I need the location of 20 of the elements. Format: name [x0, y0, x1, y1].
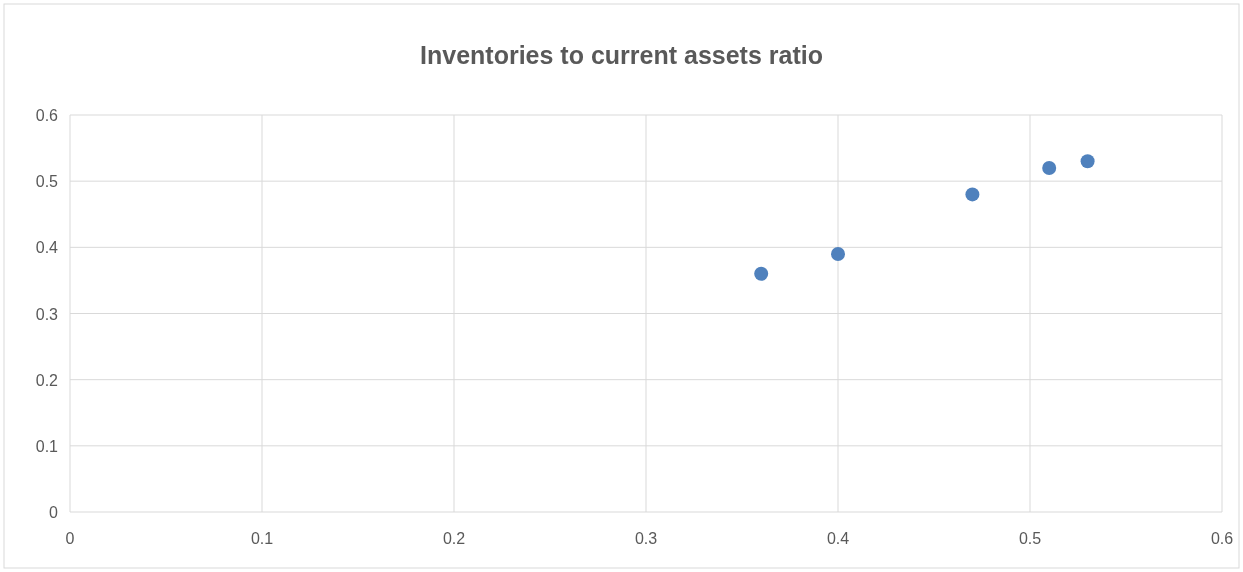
x-tick-label: 0.2 — [442, 530, 466, 547]
y-tick-label: 0 — [49, 504, 59, 521]
y-tick-label: 0.2 — [35, 371, 59, 389]
point — [1080, 154, 1095, 169]
y-tick-label: 0.4 — [35, 239, 59, 257]
x-tick-label: 0.4 — [826, 530, 850, 547]
point — [754, 266, 769, 281]
x-tick-label: 0.6 — [1210, 530, 1234, 547]
y-tick-label: 0.6 — [35, 107, 59, 124]
y-tick-label: 0.5 — [35, 173, 59, 191]
y-tick-label: 0.1 — [35, 437, 59, 455]
point — [831, 246, 845, 261]
x-tick-label: 0.1 — [250, 530, 274, 547]
y-tick-label: 0.3 — [35, 305, 59, 323]
x-tick-label: 0.5 — [1018, 530, 1042, 547]
x-tick-label: 0 — [65, 530, 75, 547]
point — [1042, 160, 1057, 175]
x-tick-label: 0.3 — [634, 530, 658, 547]
chart-title: Inventories to current assets ratio — [420, 41, 823, 69]
point — [965, 187, 980, 202]
